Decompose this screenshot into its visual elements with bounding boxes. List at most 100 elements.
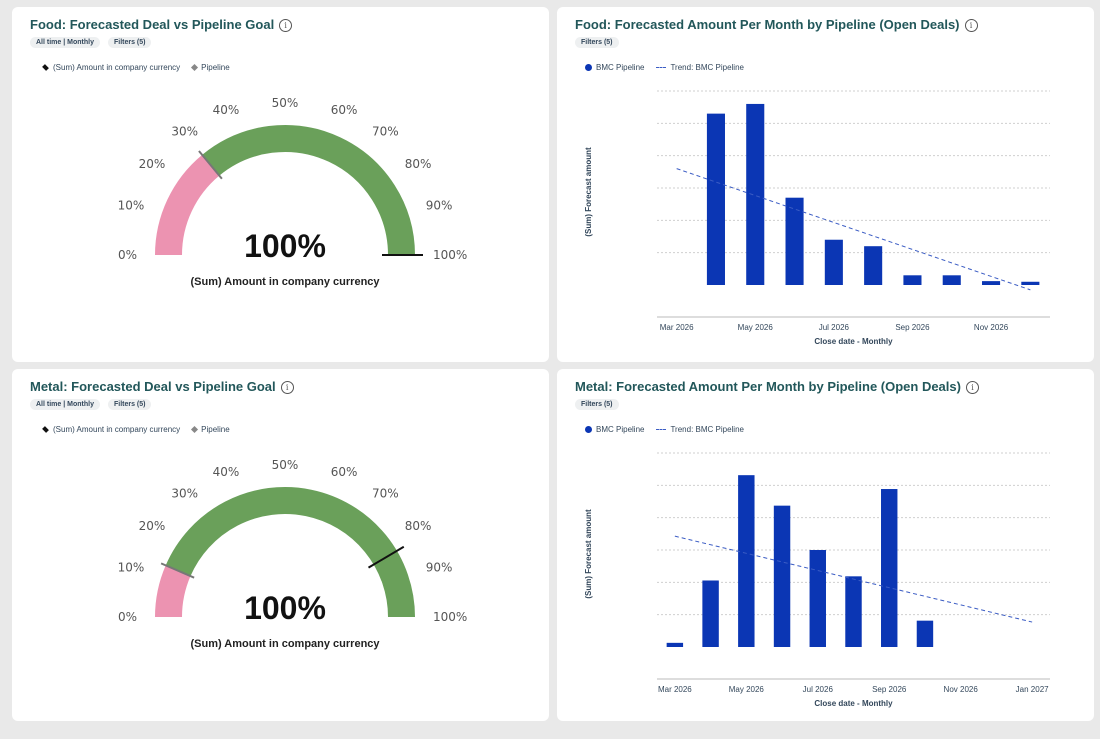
info-icon[interactable]: i <box>280 381 294 394</box>
x-tick-label: Mar 2026 <box>658 685 692 694</box>
gauge-tick-label: 90% <box>426 560 453 574</box>
bar[interactable] <box>809 550 826 647</box>
filters-chip[interactable]: Filters (5) <box>575 399 619 410</box>
legend-item-series[interactable]: BMC Pipeline <box>585 425 644 434</box>
bar[interactable] <box>903 275 922 285</box>
bar[interactable] <box>706 113 725 285</box>
gauge-tick-label: 50% <box>272 96 299 110</box>
gauge-tick-label: 50% <box>272 458 299 472</box>
bar[interactable] <box>916 620 934 647</box>
card-title[interactable]: Food: Forecasted Amount Per Month by Pip… <box>575 17 978 32</box>
gauge-caption: (Sum) Amount in company currency <box>190 276 380 288</box>
bar[interactable] <box>845 576 862 647</box>
legend-item-trend[interactable]: Trend: BMC Pipeline <box>656 425 744 434</box>
legend: (Sum) Amount in company currency Pipelin… <box>42 425 230 434</box>
dashed-line-icon <box>656 429 667 430</box>
gauge-tick-label: 80% <box>405 519 432 533</box>
chips: Filters (5) <box>575 37 619 48</box>
metal-gauge-card: Metal: Forecasted Deal vs Pipeline Goal i… <box>12 369 549 721</box>
chips: Filters (5) <box>575 399 619 410</box>
bar[interactable] <box>773 505 791 647</box>
x-tick-label: Jan 2027 <box>1016 685 1049 694</box>
legend-item-series[interactable]: BMC Pipeline <box>585 63 644 72</box>
bar[interactable] <box>785 197 804 285</box>
dashed-line-icon <box>656 67 667 68</box>
gauge-value: 100% <box>244 590 326 626</box>
filters-chip[interactable]: Filters (5) <box>107 399 152 410</box>
card-title[interactable]: Metal: Forecasted Amount Per Month by Pi… <box>575 379 979 394</box>
card-title[interactable]: Food: Forecasted Deal vs Pipeline Goal i <box>30 17 293 32</box>
bar[interactable] <box>738 475 755 647</box>
bar-chart: Mar 2026 May 2026 Jul 2026 Sep 2026 Nov 2026… <box>584 452 1050 708</box>
gauge-tick-label: 20% <box>139 157 166 171</box>
legend-item-amount[interactable]: (Sum) Amount in company currency <box>42 63 180 72</box>
bar[interactable] <box>881 489 898 647</box>
gauge-tick-label: 10% <box>118 198 145 212</box>
legend-item-pipeline[interactable]: Pipeline <box>191 425 230 434</box>
gauge-tick-label: 20% <box>139 519 166 533</box>
info-icon[interactable]: i <box>279 19 293 32</box>
diamond-icon <box>191 63 199 72</box>
x-tick-label: Nov 2026 <box>974 323 1009 332</box>
x-tick-label: Sep 2026 <box>895 323 930 332</box>
legend-item-pipeline[interactable]: Pipeline <box>191 63 230 72</box>
date-range-chip[interactable]: All time | Monthly <box>30 37 100 48</box>
food-bars-card: Food: Forecasted Amount Per Month by Pip… <box>557 7 1094 362</box>
gauge-tick-label: 90% <box>426 198 453 212</box>
diamond-icon <box>191 425 199 434</box>
info-icon[interactable]: i <box>965 381 979 394</box>
x-tick-label: Jul 2026 <box>819 323 850 332</box>
filters-chip[interactable]: Filters (5) <box>575 37 619 48</box>
legend: BMC Pipeline Trend: BMC Pipeline <box>585 425 744 434</box>
bar[interactable] <box>746 103 765 285</box>
date-range-chip[interactable]: All time | Monthly <box>30 399 100 410</box>
x-tick-label: May 2026 <box>738 323 774 332</box>
bar[interactable] <box>1021 281 1040 285</box>
gauge-segment-green <box>202 125 415 256</box>
value-needle <box>367 545 405 569</box>
gauge-tick-label: 70% <box>372 486 399 500</box>
gauge-tick-label: 60% <box>331 465 358 479</box>
food-gauge-card: Food: Forecasted Deal vs Pipeline Goal i … <box>12 7 549 362</box>
card-title[interactable]: Metal: Forecasted Deal vs Pipeline Goal i <box>30 379 294 394</box>
gauge-tick-label: 80% <box>405 157 432 171</box>
gauge-value: 100% <box>244 228 326 264</box>
gauge-tick-label: 40% <box>213 465 240 479</box>
bar[interactable] <box>942 275 961 285</box>
circle-icon <box>585 426 592 433</box>
diamond-icon <box>42 64 49 71</box>
legend-item-trend[interactable]: Trend: BMC Pipeline <box>656 63 744 72</box>
bar[interactable] <box>824 239 843 285</box>
x-axis-title: Close date - Monthly <box>814 699 893 708</box>
gauge-tick-label: 30% <box>171 124 198 138</box>
circle-icon <box>585 64 592 71</box>
legend: BMC Pipeline Trend: BMC Pipeline <box>585 63 744 72</box>
bar[interactable] <box>982 281 1001 285</box>
trend-line <box>674 535 1033 623</box>
gauge-tick-label: 0% <box>118 610 137 624</box>
x-axis-title: Close date - Monthly <box>814 337 893 346</box>
trend-line <box>676 168 1031 291</box>
x-tick-label: May 2026 <box>729 685 765 694</box>
chips: All time | Monthly Filters (5) <box>30 37 152 48</box>
diamond-icon <box>42 426 49 433</box>
gauge-tick-label: 70% <box>372 124 399 138</box>
gauge-chart: 0% 10% 20% 30% 40% 50% 60% 70% 80% 90% 100% 100% (Su… <box>118 96 468 288</box>
y-axis-title: (Sum) Forecast amount <box>584 509 593 599</box>
metal-bars-card: Metal: Forecasted Amount Per Month by Pi… <box>557 369 1094 721</box>
chips: All time | Monthly Filters (5) <box>30 399 152 410</box>
gauge-segment-green <box>165 487 415 618</box>
gauge-tick-label: 30% <box>171 486 198 500</box>
gauge-tick-label: 100% <box>433 248 467 262</box>
info-icon[interactable]: i <box>964 19 978 32</box>
filters-chip[interactable]: Filters (5) <box>107 37 152 48</box>
legend-item-amount[interactable]: (Sum) Amount in company currency <box>42 425 180 434</box>
bar[interactable] <box>702 580 719 647</box>
pipeline-marker <box>198 150 223 180</box>
gauge-tick-label: 10% <box>118 560 145 574</box>
x-tick-label: Sep 2026 <box>872 685 907 694</box>
bar[interactable] <box>864 246 883 285</box>
gauge-chart: 0% 10% 20% 30% 40% 50% 60% 70% 80% 90% 100% 100% (Su… <box>118 458 468 650</box>
legend: (Sum) Amount in company currency Pipelin… <box>42 63 230 72</box>
bar[interactable] <box>666 642 684 647</box>
